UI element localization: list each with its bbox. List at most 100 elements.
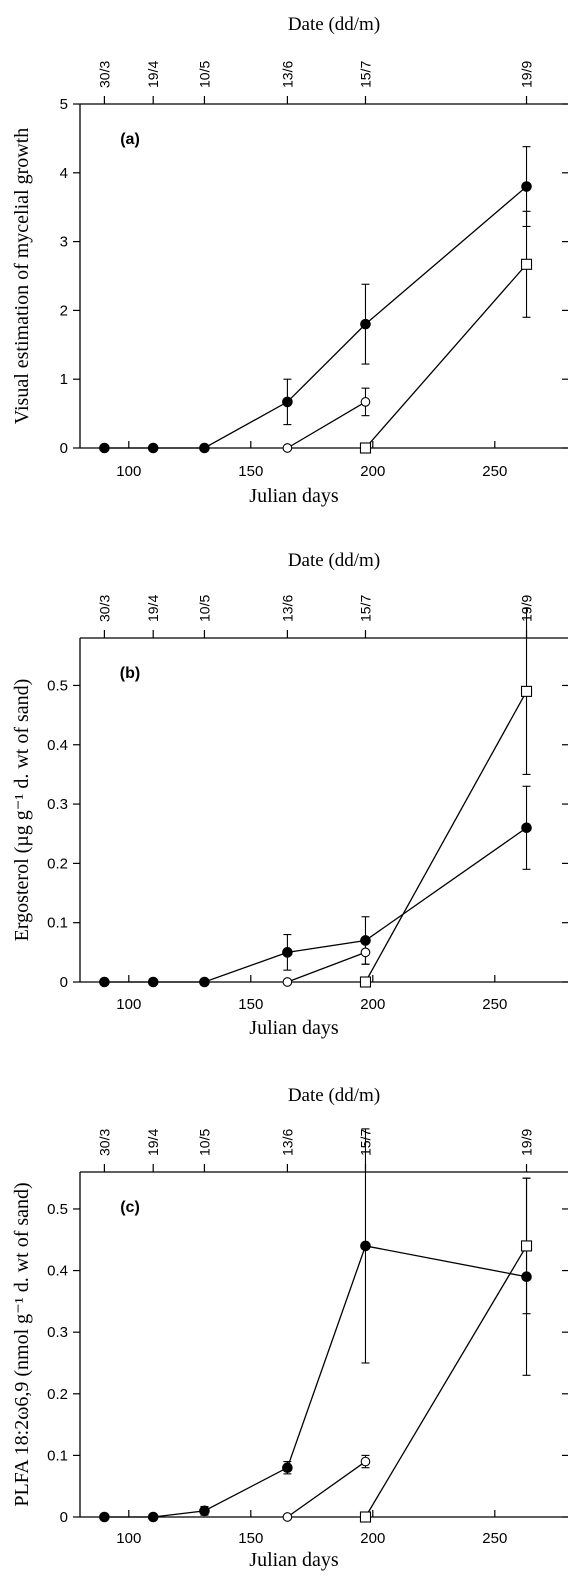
panel-label: (a): [120, 131, 140, 148]
data-point-open-circle: [282, 1512, 293, 1522]
x-tick-label: 100: [116, 463, 141, 480]
top-tick-label: 13/6: [279, 595, 295, 622]
top-tick-label: 10/5: [196, 61, 212, 88]
y-tick-label: 0.2: [47, 855, 68, 872]
y-tick-label: 0: [60, 1509, 68, 1526]
data-point-filled-circle: [360, 1240, 371, 1252]
series-open-square: [359, 1177, 533, 1523]
series-line: [104, 186, 527, 449]
y-tick-label: 0.1: [47, 915, 68, 932]
y-tick-label: 0.2: [47, 1386, 68, 1403]
series-filled-circle: [99, 1128, 532, 1523]
top-tick-label: 19/4: [145, 61, 161, 88]
data-point-open-circle: [360, 1456, 371, 1467]
y-tick-label: 0.5: [47, 677, 68, 694]
data-point-open-square: [359, 442, 372, 454]
data-point-open-circle: [282, 977, 293, 987]
series-line: [364, 1245, 528, 1518]
x-tick-label: 250: [482, 1530, 507, 1547]
data-point-filled-circle: [521, 181, 532, 192]
y-tick-label: 1: [60, 371, 68, 388]
data-point-filled-circle: [360, 318, 371, 330]
top-tick-label: 30/3: [96, 61, 112, 88]
data-point-filled-circle: [99, 442, 110, 454]
data-point-open-square: [359, 976, 372, 988]
series-filled-circle: [99, 146, 532, 454]
x-tick-label: 150: [238, 1530, 263, 1547]
series-line: [287, 401, 366, 449]
series-filled-circle: [99, 785, 532, 988]
data-point-open-circle: [360, 397, 371, 407]
data-point-open-square: [520, 685, 533, 697]
y-tick-label: 0.4: [47, 1263, 68, 1280]
y-tick-label: 0.3: [47, 1324, 68, 1341]
series-open-circle: [282, 387, 371, 453]
series-open-circle: [282, 939, 371, 987]
y-tick-label: 2: [60, 302, 68, 319]
data-point-open-square: [359, 1511, 372, 1523]
y-tick-label: 0: [60, 974, 68, 991]
data-point-filled-circle: [99, 976, 110, 988]
y-tick-label: 5: [60, 96, 68, 113]
top-axis-title: Date (dd/m): [288, 14, 380, 35]
top-axis-title: Date (dd/m): [288, 550, 380, 571]
top-tick-label: 13/6: [279, 61, 295, 88]
top-tick-label: 13/6: [279, 1129, 295, 1156]
data-point-filled-circle: [282, 396, 293, 408]
top-tick-label: 19/9: [519, 61, 535, 88]
top-tick-label: 10/5: [196, 1129, 212, 1156]
x-tick-label: 150: [238, 463, 263, 480]
series-open-circle: [282, 1454, 371, 1522]
x-tick-label: 250: [482, 996, 507, 1013]
x-axis-title: Julian days: [249, 485, 339, 507]
x-tick-label: 250: [482, 463, 507, 480]
data-point-filled-circle: [99, 1511, 110, 1523]
y-axis-title: Visual estimation of mycelial growth: [11, 128, 33, 425]
data-point-open-square: [520, 258, 533, 270]
y-tick-label: 0.5: [47, 1201, 68, 1218]
y-tick-label: 0.3: [47, 796, 68, 813]
series-open-square: [359, 607, 533, 988]
top-tick-label: 19/9: [519, 1129, 535, 1156]
panel-label: (b): [120, 665, 140, 682]
data-point-filled-circle: [282, 1462, 293, 1474]
series-line: [104, 827, 527, 983]
y-axis-title: PLFA 18:2ω6,9 (nmol g⁻¹ d. wt of sand): [11, 1182, 33, 1506]
x-tick-label: 150: [238, 996, 263, 1013]
data-point-open-circle: [360, 947, 371, 958]
data-point-filled-circle: [147, 1511, 159, 1523]
x-tick-label: 100: [116, 1530, 141, 1547]
y-tick-label: 0.1: [47, 1447, 68, 1464]
series-line: [364, 691, 528, 983]
data-point-filled-circle: [199, 1505, 210, 1517]
top-tick-label: 30/3: [96, 1129, 112, 1156]
top-tick-label: 19/4: [145, 1129, 161, 1156]
y-tick-label: 3: [60, 234, 68, 251]
x-tick-label: 200: [360, 996, 385, 1013]
top-tick-label: 15/7: [357, 61, 373, 88]
x-tick-label: 200: [360, 463, 385, 480]
x-tick-label: 100: [116, 996, 141, 1013]
y-tick-label: 4: [60, 165, 68, 182]
top-tick-label: 15/7: [357, 595, 373, 622]
panel-2: Date (dd/m)30/319/410/513/615/719/910015…: [11, 550, 568, 1039]
series-line: [287, 951, 366, 983]
series-line: [104, 1245, 527, 1518]
y-tick-label: 0.4: [47, 737, 68, 754]
top-tick-label: 30/3: [96, 595, 112, 622]
data-point-filled-circle: [199, 976, 210, 988]
top-axis-title: Date (dd/m): [288, 1085, 380, 1106]
data-point-filled-circle: [521, 822, 532, 834]
panel-label: (c): [120, 1199, 140, 1216]
series-line: [287, 1461, 366, 1518]
data-point-open-circle: [282, 443, 293, 453]
series-line: [364, 263, 528, 449]
series-open-square: [359, 210, 533, 454]
data-point-filled-circle: [147, 976, 159, 988]
data-point-filled-circle: [199, 442, 210, 454]
data-point-filled-circle: [282, 947, 293, 958]
data-point-filled-circle: [147, 442, 159, 454]
